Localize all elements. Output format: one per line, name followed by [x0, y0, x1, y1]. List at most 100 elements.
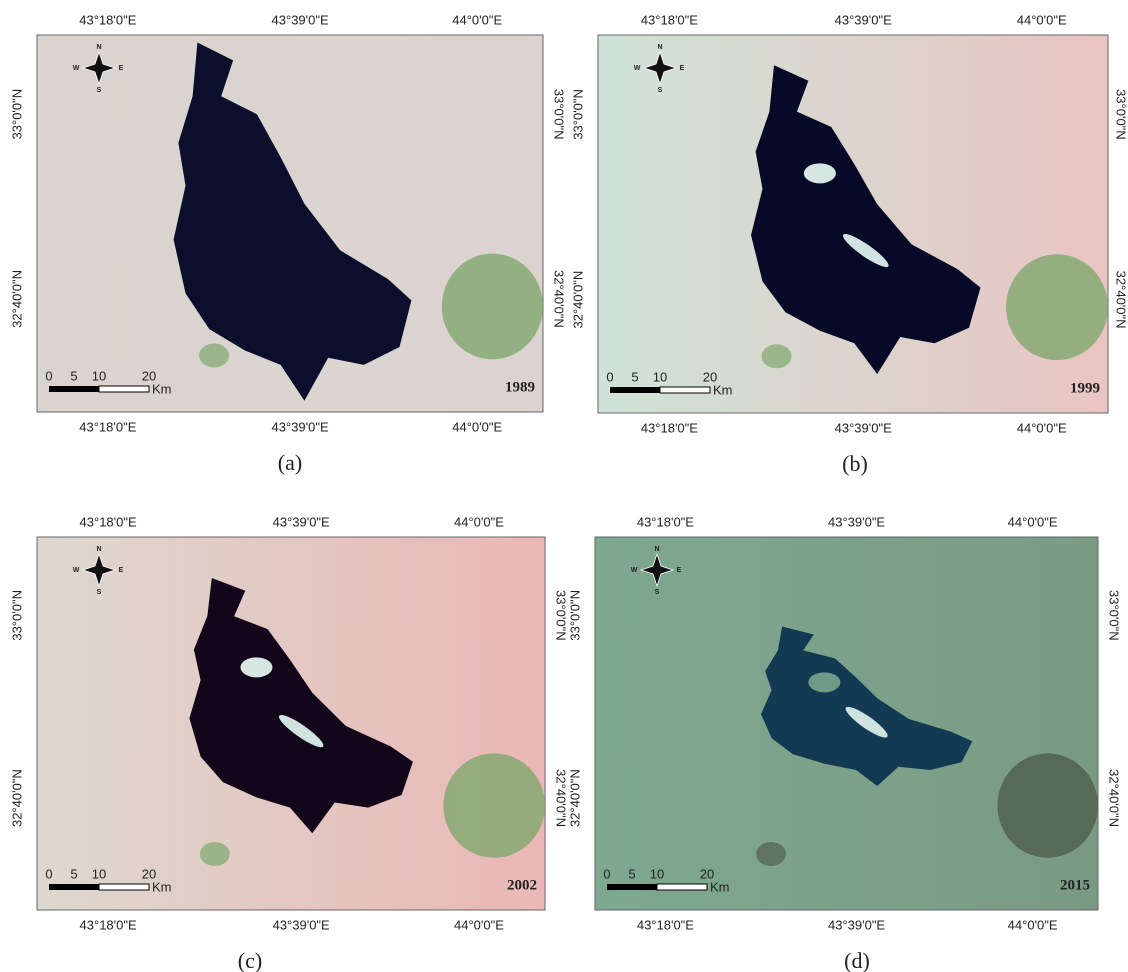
compass-w: W	[634, 65, 641, 72]
bottom-coordinate: 43°39'0"E	[273, 917, 330, 932]
right-coordinate: 32°40'0"N	[554, 769, 569, 827]
left-coordinate: 33°0'0"N	[567, 590, 582, 641]
compass-s: S	[655, 589, 660, 596]
scale-label: 10	[92, 368, 106, 383]
vegetation	[1006, 254, 1108, 360]
scale-label: 5	[70, 368, 77, 383]
scale-bar	[99, 386, 149, 392]
vegetation	[997, 753, 1098, 857]
scale-label: 0	[45, 368, 52, 383]
year-label: 1989	[505, 379, 535, 395]
scale-bar	[660, 387, 710, 393]
vegetation	[443, 753, 545, 857]
map-panel: NSEW051020Km200243°18'0"E43°18'0"E43°39'…	[9, 514, 568, 972]
bottom-coordinate: 43°39'0"E	[272, 419, 329, 434]
left-coordinate: 33°0'0"N	[570, 89, 585, 140]
scale-label: 5	[628, 866, 635, 881]
left-coordinate: 32°40'0"N	[570, 271, 585, 329]
bottom-coordinate: 44°0'0"E	[1017, 420, 1067, 435]
scale-bar	[99, 884, 149, 890]
right-coordinate: 33°0'0"N	[1114, 89, 1128, 140]
panel-caption: (d)	[844, 948, 870, 972]
scale-bar	[49, 386, 99, 392]
scale-bar	[49, 884, 99, 890]
island	[804, 163, 836, 183]
right-coordinate: 32°40'0"N	[1107, 769, 1122, 827]
bottom-coordinate: 44°0'0"E	[1008, 917, 1058, 932]
vegetation	[442, 254, 543, 360]
scale-label: 5	[631, 369, 638, 384]
compass-n: N	[96, 546, 101, 553]
vegetation	[756, 842, 786, 866]
compass-s: S	[658, 87, 663, 94]
compass-w: W	[631, 567, 638, 574]
compass-w: W	[73, 65, 80, 72]
figure: NSEW051020Km198943°18'0"E43°18'0"E43°39'…	[0, 0, 1128, 972]
left-coordinate: 32°40'0"N	[567, 769, 582, 827]
right-coordinate: 33°0'0"N	[1107, 590, 1122, 641]
compass-e: E	[680, 65, 685, 72]
compass-e: E	[119, 567, 124, 574]
compass-n: N	[654, 546, 659, 553]
vegetation	[762, 344, 792, 368]
top-coordinate: 44°0'0"E	[452, 12, 502, 27]
scale-label: 10	[92, 866, 106, 881]
top-coordinate: 43°39'0"E	[273, 514, 330, 529]
compass-n: N	[657, 44, 662, 51]
bottom-coordinate: 44°0'0"E	[452, 419, 502, 434]
top-coordinate: 43°18'0"E	[79, 12, 136, 27]
top-coordinate: 43°18'0"E	[637, 514, 694, 529]
bottom-coordinate: 43°18'0"E	[79, 419, 136, 434]
top-coordinate: 43°18'0"E	[641, 12, 698, 27]
vegetation	[200, 842, 230, 866]
scale-label: 10	[650, 866, 664, 881]
compass-s: S	[97, 589, 102, 596]
top-coordinate: 44°0'0"E	[454, 514, 504, 529]
left-coordinate: 33°0'0"N	[9, 590, 24, 641]
top-coordinate: 43°18'0"E	[80, 514, 137, 529]
panel-caption: (a)	[278, 450, 302, 475]
scale-label: 0	[606, 369, 613, 384]
scale-unit: Km	[713, 382, 733, 397]
scale-label: 10	[653, 369, 667, 384]
left-coordinate: 32°40'0"N	[9, 769, 24, 827]
bottom-coordinate: 43°18'0"E	[80, 917, 137, 932]
island	[240, 657, 272, 677]
right-coordinate: 32°40'0"N	[1114, 271, 1128, 329]
scale-label: 0	[603, 866, 610, 881]
top-coordinate: 43°39'0"E	[272, 12, 329, 27]
scale-bar	[610, 387, 660, 393]
scale-label: 0	[45, 866, 52, 881]
panel-caption: (b)	[842, 451, 868, 476]
bottom-coordinate: 44°0'0"E	[454, 917, 504, 932]
compass-e: E	[119, 65, 124, 72]
right-coordinate: 32°40'0"N	[552, 270, 567, 328]
top-coordinate: 44°0'0"E	[1017, 12, 1067, 27]
scale-bar	[607, 884, 657, 890]
compass-n: N	[96, 44, 101, 51]
top-coordinate: 43°39'0"E	[828, 514, 885, 529]
top-coordinate: 43°39'0"E	[835, 12, 892, 27]
vegetation	[199, 343, 229, 367]
compass-w: W	[73, 567, 80, 574]
right-coordinate: 33°0'0"N	[552, 89, 567, 140]
scale-unit: Km	[152, 381, 172, 396]
year-label: 2002	[507, 877, 537, 893]
left-coordinate: 33°0'0"N	[9, 89, 24, 140]
bottom-coordinate: 43°18'0"E	[641, 420, 698, 435]
top-coordinate: 44°0'0"E	[1008, 514, 1058, 529]
island	[808, 672, 840, 692]
scale-label: 5	[70, 866, 77, 881]
right-coordinate: 33°0'0"N	[554, 590, 569, 641]
scale-unit: Km	[710, 879, 730, 894]
left-coordinate: 32°40'0"N	[9, 270, 24, 328]
scale-unit: Km	[152, 879, 172, 894]
scale-bar	[657, 884, 707, 890]
bottom-coordinate: 43°39'0"E	[828, 917, 885, 932]
compass-e: E	[677, 567, 682, 574]
panel-caption: (c)	[238, 948, 262, 972]
compass-s: S	[97, 87, 102, 94]
